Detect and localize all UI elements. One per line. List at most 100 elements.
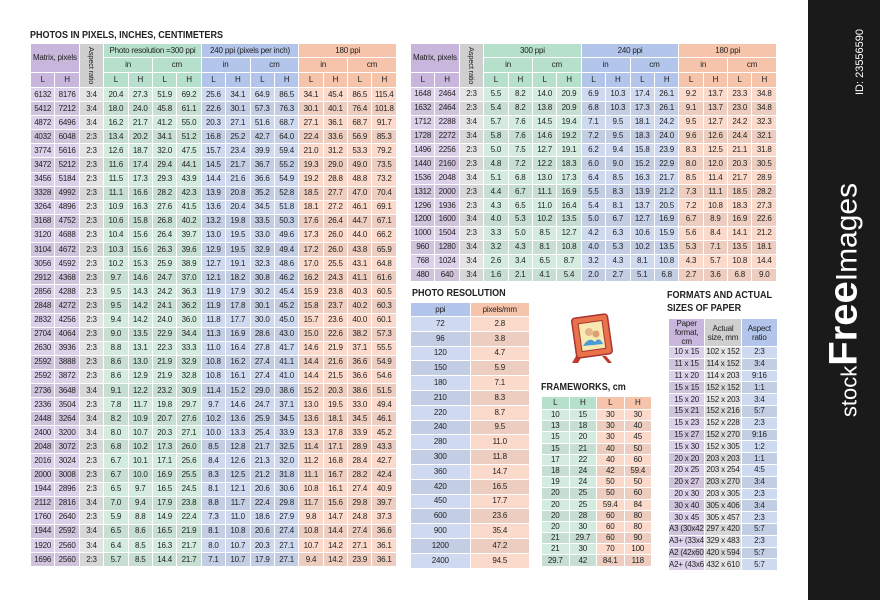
table-cell: 21.7 <box>127 115 153 131</box>
table-cell: 24.2 <box>151 284 178 300</box>
table-cell: 12.0 <box>702 156 729 172</box>
table-cell: 30.1 <box>298 101 324 117</box>
table-cell: A3 (30x42) <box>667 522 706 536</box>
table-cell: 1648 <box>409 87 436 102</box>
table-cell: 4288 <box>54 284 80 300</box>
table-cell: 4.1 <box>531 267 558 283</box>
table-row: 2832 4256 2:3 9.4 14.2 24.0 36.0 11.8 17.7 30.0 45… <box>29 312 397 328</box>
table-cell: 40 <box>596 442 625 455</box>
table-cell: 2.8 <box>469 316 530 332</box>
unit-header: cm <box>347 57 397 73</box>
lh-header: L <box>483 72 509 88</box>
table-cell: 22.6 <box>751 212 777 227</box>
table-cell: 25.5 <box>322 256 349 272</box>
table-cell: 1944 <box>29 481 56 497</box>
table-cell: 21.1 <box>727 142 753 158</box>
table-cell: 2630 <box>29 340 56 356</box>
table-row: 1440 2160 2:3 4.8 7.2 12.2 18.3 6.0 9.0 15.2 22.9 8… <box>409 156 777 172</box>
table-cell: 39.6 <box>176 242 202 258</box>
table-cell: 1504 <box>434 225 460 241</box>
table-row: A3 (30x42) 297 x 420 5:7 <box>667 522 779 536</box>
table-cell: 12.7 <box>629 212 655 227</box>
lh-header: L <box>347 72 373 88</box>
table-cell: 3:4 <box>78 495 105 511</box>
table-cell: 8.1 <box>629 253 655 269</box>
watermark-stock: stock <box>836 365 862 418</box>
table-cell: 2:3 <box>78 481 105 497</box>
table-cell: 28.2 <box>751 184 777 200</box>
table-cell: 19.8 <box>225 213 251 229</box>
table-cell: 4.8 <box>483 156 509 172</box>
table-row: 180 7.1 <box>410 375 530 391</box>
table-cell: 28.8 <box>322 171 349 187</box>
table-cell: 4.3 <box>605 253 631 269</box>
table-cell: 45.4 <box>322 86 349 103</box>
frameworks-title: FRAMEWORKS, cm <box>541 381 626 393</box>
table-cell: 21.9 <box>322 340 349 356</box>
table-row: 20 x 20 203 x 203 1:1 <box>667 452 779 465</box>
table-cell: 280 <box>410 434 471 451</box>
table-row: 450 17.7 <box>410 493 530 510</box>
table-cell: 15.6 <box>127 227 153 244</box>
table-cell: 27.6 <box>176 411 202 427</box>
table-cell: 4896 <box>54 199 80 215</box>
table-cell: 2:3 <box>458 156 485 172</box>
table-cell: 1944 <box>29 523 56 540</box>
table-cell: 1728 <box>409 128 436 144</box>
table-cell: 3:4 <box>458 212 485 227</box>
table-cell: 41.2 <box>151 115 178 131</box>
table-cell: 9.4 <box>605 142 631 158</box>
table-cell: 3200 <box>54 425 80 441</box>
table-cell: 203 x 305 <box>704 487 742 501</box>
table-cell: 152 x 305 <box>704 440 742 454</box>
table-cell: 8.4 <box>702 225 729 241</box>
lh-header: H <box>702 72 729 88</box>
table-cell: 4.7 <box>469 345 530 362</box>
table-cell: 6.5 <box>103 523 129 540</box>
table-cell: 20 x 20 <box>667 452 706 465</box>
table-row: 6132 8176 3:4 20.4 27.3 51.9 69.2 25.6 34.1 64.9 8… <box>29 86 397 103</box>
table-cell: 28.9 <box>751 170 777 186</box>
table-cell: 2:3 <box>78 256 105 272</box>
table-cell: 18.1 <box>322 411 349 427</box>
table-cell: 9.1 <box>678 100 704 116</box>
table-cell: 16.9 <box>225 326 251 342</box>
table-cell: 20.3 <box>151 425 178 441</box>
table-cell: 11.4 <box>702 170 729 186</box>
table-cell: 3.6 <box>702 267 729 283</box>
table-cell: 20.9 <box>556 100 582 116</box>
table-cell: 16.2 <box>298 270 324 286</box>
table-cell: 42.4 <box>371 467 397 483</box>
table-cell: 52.8 <box>273 185 300 201</box>
table-cell: 41.0 <box>273 368 300 384</box>
table-cell: 24.1 <box>151 298 178 314</box>
lh-header: H <box>751 72 777 88</box>
table-cell: 8.2 <box>507 100 533 116</box>
table-cell: 28.9 <box>347 439 373 455</box>
table-cell: 2856 <box>29 284 56 300</box>
table-cell: 28.2 <box>347 467 373 483</box>
table-cell: 6.5 <box>103 481 129 497</box>
table-cell: 17.1 <box>151 453 178 469</box>
table-row: 10 15 30 30 <box>541 408 652 422</box>
header-cell: ppi <box>410 302 471 317</box>
table-cell: 21.7 <box>249 439 275 455</box>
table-cell: 2:3 <box>78 270 105 286</box>
pixel-table-left: Matrix, pixels Aspect ratio Photo resoluti… <box>29 43 397 568</box>
table-cell: 37.0 <box>176 270 202 286</box>
table-row: 29.7 42 84.1 118 <box>541 554 652 567</box>
table-cell: 15.6 <box>322 495 349 511</box>
table-row: 1496 2256 2:3 5.0 7.5 12.7 19.1 6.2 9.4 15.8 23.9 8… <box>409 142 777 158</box>
table-cell: 54.6 <box>371 368 397 384</box>
table-cell: 11.0 <box>531 198 558 214</box>
table-cell: A2 (42x60) <box>667 546 706 560</box>
table-cell: 60.1 <box>371 312 397 328</box>
header-cell: H <box>623 396 652 410</box>
table-cell: 203 x 270 <box>704 475 742 489</box>
table-cell: 3472 <box>29 157 56 173</box>
table-cell: 420 <box>410 478 471 495</box>
table-cell: 36.1 <box>371 552 397 568</box>
table-cell: 5:7 <box>740 404 779 418</box>
table-cell: 3888 <box>54 354 80 370</box>
table-cell: 36.6 <box>371 523 397 540</box>
